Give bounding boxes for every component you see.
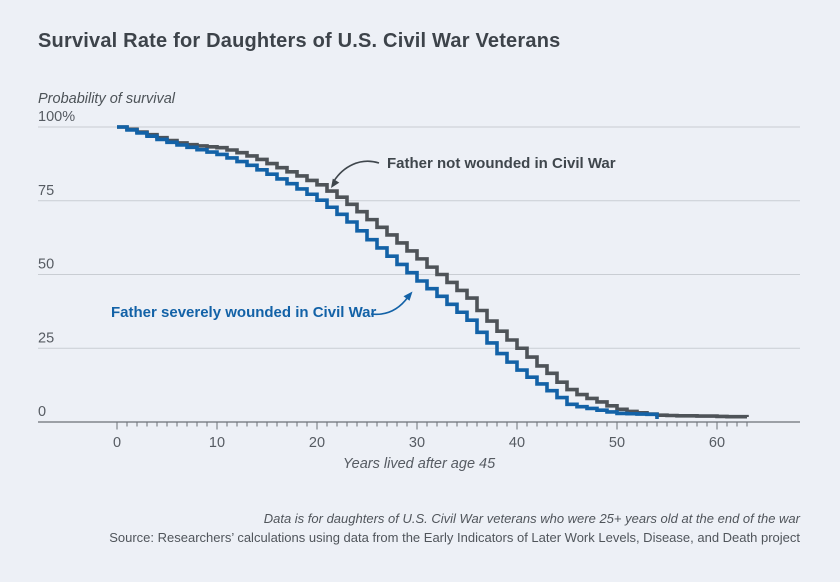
arrow-not-wounded bbox=[331, 160, 380, 188]
x-tick-label: 60 bbox=[709, 435, 725, 451]
arrow-severely-wounded bbox=[370, 291, 413, 316]
y-tick-label: 75 bbox=[38, 183, 54, 199]
annotation-severely-wounded: Father severely wounded in Civil War bbox=[111, 304, 377, 321]
series-line-not-wounded bbox=[117, 125, 749, 419]
x-tick-label: 20 bbox=[309, 435, 325, 451]
x-tick-label: 50 bbox=[609, 435, 625, 451]
footer-note: Data is for daughters of U.S. Civil War … bbox=[263, 511, 800, 526]
footer-source: Source: Researchers’ calculations using … bbox=[109, 530, 800, 545]
x-tick-label: 0 bbox=[113, 435, 121, 451]
x-tick-label: 10 bbox=[209, 435, 225, 451]
y-axis-title: Probability of survival bbox=[38, 91, 175, 107]
y-tick-label: 0 bbox=[38, 404, 46, 420]
y-tick-label: 25 bbox=[38, 330, 54, 346]
chart-title: Survival Rate for Daughters of U.S. Civi… bbox=[38, 30, 561, 52]
x-tick-label: 40 bbox=[509, 435, 525, 451]
y-tick-label: 100% bbox=[38, 109, 75, 125]
series-line-severely-wounded bbox=[117, 125, 659, 420]
annotation-not-wounded: Father not wounded in Civil War bbox=[387, 155, 616, 172]
y-tick-label: 50 bbox=[38, 257, 54, 273]
chart-footer: Data is for daughters of U.S. Civil War … bbox=[20, 509, 800, 547]
x-tick-label: 30 bbox=[409, 435, 425, 451]
x-axis-title: Years lived after age 45 bbox=[342, 456, 496, 472]
